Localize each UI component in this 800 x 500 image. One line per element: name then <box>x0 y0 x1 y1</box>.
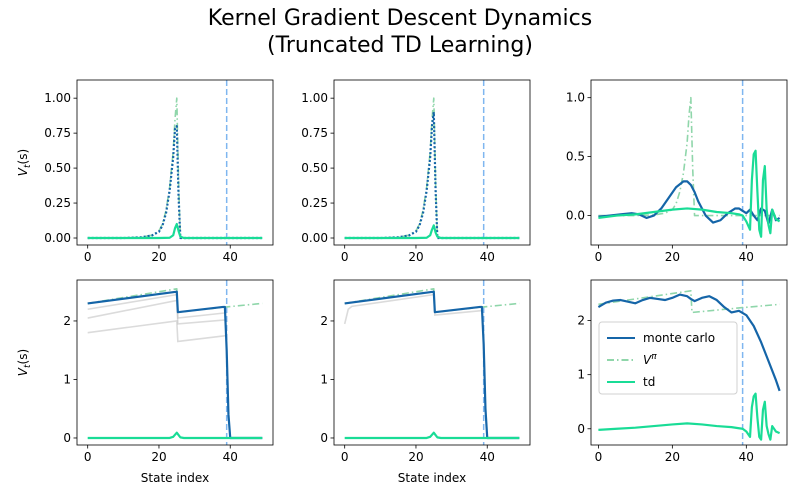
vpi-line <box>598 96 780 217</box>
y-tick-label: 0 <box>577 422 585 436</box>
panel-top-left: 0 20 40 0.00 0.25 0.50 0.75 1.00 Vt(s) <box>16 79 274 264</box>
x-tick-label: 0 <box>341 250 349 264</box>
axes-frame <box>590 279 788 446</box>
panel-plot-area <box>87 80 263 245</box>
panel-plot-area <box>87 280 263 445</box>
y-tick-label: 0.75 <box>44 126 71 140</box>
vpi-line <box>87 97 263 239</box>
y-tick-label: 0 <box>63 431 71 445</box>
axes-frame <box>333 279 531 446</box>
panel-plot-area <box>344 80 520 245</box>
td-line <box>344 224 520 240</box>
monte-carlo-line <box>344 290 520 440</box>
ghost-line <box>87 299 227 325</box>
vpi-line <box>344 287 520 313</box>
monte-carlo-line <box>344 111 520 240</box>
x-axis-label: State index <box>398 471 466 485</box>
ghost-line <box>343 293 484 325</box>
y-tick-label: 1.00 <box>301 91 328 105</box>
y-tick-label: 2 <box>320 314 328 328</box>
x-tick-label: 0 <box>84 450 92 464</box>
y-tick-label: 2 <box>577 314 585 328</box>
axes-frame <box>76 79 274 246</box>
td-line <box>598 392 781 441</box>
y-tick-label: 0.00 <box>301 231 328 245</box>
x-tick-label: 40 <box>223 450 238 464</box>
td-line <box>598 149 781 238</box>
td-line <box>87 222 263 240</box>
y-tick-label: 0.50 <box>44 161 71 175</box>
y-tick-label: 0 <box>320 431 328 445</box>
y-tick-label: 1 <box>577 368 585 382</box>
x-tick-label: 0 <box>595 250 603 264</box>
x-tick-label: 20 <box>408 450 423 464</box>
panel-plot-area <box>597 280 781 445</box>
legend-box <box>598 321 738 395</box>
y-tick-label: 2 <box>63 314 71 328</box>
x-tick-label: 40 <box>480 450 495 464</box>
td-line <box>344 431 520 440</box>
td-line <box>87 431 263 440</box>
y-axis-label: Vt(s) <box>16 349 33 376</box>
y-axis-label: Vt(s) <box>16 149 33 176</box>
y-tick-label: 1.00 <box>44 91 71 105</box>
y-tick-label: 0.5 <box>566 150 585 164</box>
legend-td-label: td <box>643 375 655 389</box>
y-tick-label: 0.25 <box>301 196 328 210</box>
monte-carlo-line <box>598 180 781 225</box>
vpi-line <box>87 287 263 313</box>
x-tick-label: 40 <box>223 250 238 264</box>
x-axis-label: State index <box>141 471 209 485</box>
x-tick-label: 0 <box>341 450 349 464</box>
x-tick-label: 20 <box>151 450 166 464</box>
figure-title-line1: Kernel Gradient Descent Dynamics <box>207 6 593 31</box>
panel-plot-area <box>343 280 520 445</box>
x-tick-label: 0 <box>595 450 603 464</box>
x-tick-label: 20 <box>408 250 423 264</box>
x-tick-label: 20 <box>665 250 680 264</box>
panel-bottom-middle: 0 20 40 0 1 2 State index <box>320 279 531 485</box>
y-tick-label: 1 <box>63 372 71 386</box>
panel-bottom-right: 0 20 40 0 1 2 monte carlo Vπ td <box>577 279 788 464</box>
y-tick-label: 0.25 <box>44 196 71 210</box>
x-tick-label: 40 <box>739 450 754 464</box>
x-tick-label: 40 <box>480 250 495 264</box>
monte-carlo-line <box>87 125 263 240</box>
y-tick-label: 1.0 <box>566 91 585 105</box>
figure-title-line2: (Truncated TD Learning) <box>267 33 533 58</box>
panel-plot-area <box>598 80 781 245</box>
monte-carlo-line <box>597 293 781 392</box>
legend: monte carlo Vπ td <box>598 321 738 395</box>
x-tick-label: 40 <box>739 250 754 264</box>
axes-frame <box>333 79 531 246</box>
axes-frame <box>590 79 788 246</box>
ghost-line <box>87 320 227 343</box>
legend-monte-carlo-label: monte carlo <box>643 331 715 345</box>
panel-bottom-left: 0 20 40 0 1 2 State index Vt(s) <box>16 279 274 485</box>
y-tick-label: 1 <box>320 372 328 386</box>
vpi-line <box>344 97 520 239</box>
vpi-line <box>598 290 780 314</box>
y-tick-label: 0.00 <box>44 231 71 245</box>
panel-top-middle: 0 20 40 0.00 0.25 0.50 0.75 1.00 <box>301 79 531 264</box>
x-tick-label: 0 <box>84 250 92 264</box>
axes-frame <box>76 279 274 446</box>
legend-vpi-label: Vπ <box>643 352 657 367</box>
x-tick-label: 20 <box>665 450 680 464</box>
y-tick-label: 0.0 <box>566 209 585 223</box>
x-tick-label: 20 <box>151 250 166 264</box>
panel-top-right: 0 20 40 0.0 0.5 1.0 <box>566 79 788 264</box>
y-tick-label: 0.75 <box>301 126 328 140</box>
y-tick-label: 0.50 <box>301 161 328 175</box>
